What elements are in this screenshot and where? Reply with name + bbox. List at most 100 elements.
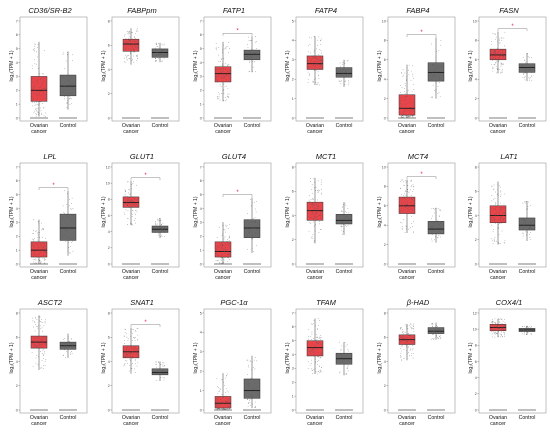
sample-point <box>130 368 132 369</box>
sample-point <box>406 180 408 182</box>
sample-point <box>64 338 66 339</box>
sample-point <box>524 68 526 70</box>
sample-point <box>155 223 157 225</box>
sample-point <box>499 222 501 224</box>
sample-point <box>409 212 411 214</box>
sample-point <box>311 331 313 333</box>
sample-point <box>42 340 44 341</box>
sample-point <box>215 66 217 68</box>
sample-point <box>412 183 414 185</box>
x-group-label: Control <box>428 415 445 421</box>
sample-point <box>321 371 323 373</box>
sample-point <box>128 203 129 205</box>
sample-point <box>308 66 310 68</box>
sample-point <box>223 74 225 75</box>
sample-point <box>225 48 227 50</box>
sample-point <box>130 52 132 54</box>
box-iqr <box>151 368 169 376</box>
chart-title: SNAT1 <box>130 298 154 307</box>
sample-point <box>339 356 341 358</box>
sample-point <box>490 51 492 53</box>
chart-title: COX4/1 <box>496 298 523 307</box>
sample-point <box>132 48 134 49</box>
sample-point <box>219 408 220 410</box>
sample-point <box>308 67 310 69</box>
sample-point <box>402 333 404 335</box>
sample-point <box>310 61 311 63</box>
sample-point <box>255 245 257 247</box>
sample-point <box>124 62 126 63</box>
sample-point <box>434 89 435 91</box>
sample-point <box>223 245 224 247</box>
sample-point <box>253 52 255 54</box>
sample-point <box>313 225 315 227</box>
sample-point <box>526 73 527 74</box>
sample-point <box>227 257 229 259</box>
sample-point <box>523 74 524 75</box>
y-tick-label: 6 <box>16 336 18 340</box>
sample-point <box>225 81 226 82</box>
sample-point <box>72 208 74 209</box>
sample-point <box>40 101 42 103</box>
sample-point <box>498 219 499 221</box>
y-tick-label: 8 <box>475 165 477 169</box>
sample-point <box>39 103 41 105</box>
box-iqr <box>151 48 169 58</box>
sample-point <box>522 330 524 332</box>
sample-point <box>156 52 157 54</box>
sample-point <box>431 79 432 80</box>
sample-point <box>316 63 318 64</box>
sample-point <box>432 338 434 339</box>
sample-point <box>136 202 138 203</box>
y-tick-label: 2 <box>292 381 294 385</box>
sample-point <box>401 339 403 341</box>
sample-point <box>160 50 162 51</box>
sample-point <box>31 241 33 243</box>
sample-point <box>407 336 409 338</box>
sample-point <box>321 55 323 57</box>
sample-point <box>412 348 414 350</box>
sample-point <box>41 338 43 340</box>
sample-point <box>229 403 231 405</box>
sample-point <box>132 201 134 202</box>
sample-point <box>127 206 129 208</box>
sample-point <box>503 242 505 243</box>
sample-point <box>63 98 65 100</box>
sample-point <box>66 345 68 347</box>
sample-point <box>219 263 220 264</box>
sample-point <box>496 193 498 195</box>
y-axis-label: log₂(TPM + 1) <box>285 196 291 227</box>
sample-point <box>219 61 221 63</box>
sample-point <box>312 349 313 351</box>
x-group-label: Ovarian <box>30 415 48 421</box>
sample-point <box>338 71 340 72</box>
sample-point <box>320 217 322 219</box>
sample-point <box>125 46 127 48</box>
sample-point <box>70 246 71 247</box>
sample-point <box>340 83 342 84</box>
significance-bracket: * <box>497 24 528 32</box>
y-axis-label: log₂(TPM + 1) <box>468 196 474 227</box>
sample-point <box>158 217 160 219</box>
sample-point <box>314 230 316 232</box>
sample-point <box>405 108 406 110</box>
sample-point <box>33 112 35 114</box>
sample-point <box>157 220 159 222</box>
sample-point <box>65 94 67 96</box>
y-tick-label: 4 <box>108 360 110 364</box>
sample-point <box>223 381 224 383</box>
y-tick-label: 10 <box>106 181 110 185</box>
sample-point <box>406 228 408 230</box>
y-tick-label: 7 <box>292 311 294 315</box>
sample-point <box>522 57 524 58</box>
plot-frame <box>203 308 272 414</box>
sample-point <box>247 406 249 407</box>
sample-point <box>341 345 343 347</box>
sample-point <box>41 343 43 345</box>
sample-point <box>39 251 41 253</box>
sample-point <box>36 110 38 112</box>
sample-point <box>320 209 322 211</box>
sample-point <box>220 86 222 87</box>
sample-point <box>34 58 35 60</box>
